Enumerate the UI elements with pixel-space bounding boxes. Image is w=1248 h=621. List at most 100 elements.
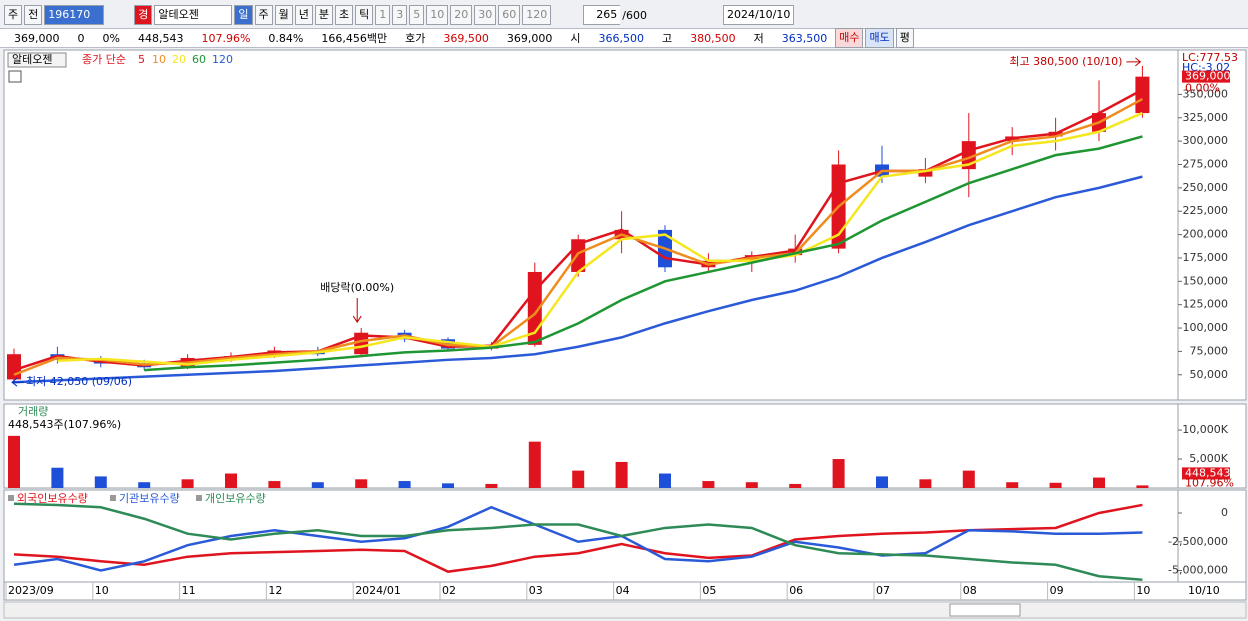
interval[interactable]: 120 <box>522 5 552 25</box>
volume-bar <box>1006 482 1019 488</box>
candle-body <box>1135 76 1150 114</box>
volume-bar <box>1093 477 1105 488</box>
trade-button[interactable]: 매수 <box>835 28 864 48</box>
legend-item: 외국인보유수량 <box>17 492 88 505</box>
y-tick-label: 350,000 <box>1183 87 1229 100</box>
trade-button[interactable]: 매도 <box>865 28 894 48</box>
interval[interactable]: 20 <box>450 5 473 25</box>
volume-bar <box>659 473 671 488</box>
period[interactable]: 일 <box>234 5 253 25</box>
quote-item: 369,500 <box>443 31 489 45</box>
y-tick-label: 225,000 <box>1183 204 1229 217</box>
period[interactable]: 틱 <box>355 5 374 25</box>
holding-line <box>13 503 1143 573</box>
market[interactable]: 주 <box>4 5 23 25</box>
quote-item: 366,500 <box>598 31 644 45</box>
legend-item: 개인보유수량 <box>205 492 266 505</box>
volume-bar <box>528 441 541 488</box>
scroll-thumb[interactable] <box>949 603 1021 617</box>
period[interactable]: 월 <box>274 5 293 25</box>
volume-bar <box>572 470 585 488</box>
volume-bar <box>311 482 324 488</box>
interval[interactable]: 5 <box>409 5 425 25</box>
volume-subtitle: 448,543주(107.96%) <box>8 418 121 431</box>
event-arrow <box>352 298 362 323</box>
x-tick-label: 08 <box>963 584 977 597</box>
period[interactable]: 주 <box>254 5 273 25</box>
quote-item: 107.96% <box>201 31 251 45</box>
volume-bar <box>962 470 975 488</box>
volume-bar <box>1136 485 1149 488</box>
x-tick-label: 10 <box>95 584 109 597</box>
volume-bar <box>268 481 281 488</box>
candle-body <box>918 169 933 177</box>
price-badge <box>1182 70 1230 83</box>
quote-item: 0.84% <box>268 31 304 45</box>
period[interactable]: 년 <box>294 5 313 25</box>
volume-bar <box>832 459 845 488</box>
date[interactable]: 2024/10/10 <box>722 5 795 25</box>
interval[interactable]: 3 <box>392 5 408 25</box>
y-tick-label: -5,000,000 <box>1168 564 1228 577</box>
quote-item: 380,500 <box>690 31 736 45</box>
y-tick-label: 125,000 <box>1183 298 1229 311</box>
interval[interactable]: 60 <box>498 5 521 25</box>
legend-item: 5 <box>138 53 145 66</box>
legend-item: 10 <box>152 53 166 66</box>
volume-bar <box>745 482 758 488</box>
x-tick-label: 06 <box>789 584 803 597</box>
x-axis <box>3 581 1247 601</box>
count[interactable]: 265 <box>583 5 621 25</box>
volume-bar <box>1049 482 1062 488</box>
x-tick-label: 03 <box>529 584 543 597</box>
interval[interactable]: 1 <box>375 5 391 25</box>
x-tick-label: 02 <box>442 584 456 597</box>
y-tick-label: 75,000 <box>1190 344 1229 357</box>
legend-item: 기관보유수량 <box>119 492 180 505</box>
code[interactable]: 196170 <box>44 5 105 25</box>
volume-bar <box>485 483 498 488</box>
axis-panel <box>1177 489 1247 583</box>
y-tick-label: 175,000 <box>1183 251 1229 264</box>
volume-bar <box>702 481 715 488</box>
high-arrow <box>1126 57 1142 67</box>
volume-bar <box>8 435 20 488</box>
x-tick-label: 05 <box>702 584 716 597</box>
prev[interactable]: 전 <box>24 5 43 25</box>
y-tick-label: 250,000 <box>1183 181 1229 194</box>
legend-ma-label: 종가 단순 <box>82 53 126 66</box>
volume-title: 거래량 <box>18 405 48 418</box>
volume-bar <box>789 483 802 488</box>
volume-bar <box>51 467 64 488</box>
volume-bar <box>876 476 888 488</box>
legend-marker <box>110 495 116 501</box>
ma-line <box>13 88 1143 372</box>
volume-bar <box>919 479 932 488</box>
scrollbar <box>3 601 1247 619</box>
quote-bar: 369,000 0 0% 448,543 107.96% 0.84% 166,456백만 호가… <box>0 28 1248 48</box>
y-tick-label: 200,000 <box>1183 228 1229 241</box>
interval[interactable]: 10 <box>426 5 449 25</box>
volume-badge <box>1182 467 1230 480</box>
event-label: 배당락(0.00%) <box>320 281 394 294</box>
ma-line <box>13 175 1143 384</box>
volume-bar <box>181 479 194 488</box>
period[interactable]: 초 <box>335 5 354 25</box>
interval[interactable]: 30 <box>474 5 497 25</box>
count-max: /600 <box>622 8 647 22</box>
y-tick-label: 275,000 <box>1183 157 1229 170</box>
name[interactable]: 알테오젠 <box>154 5 233 25</box>
high-label: 최고 380,500 (10/10) <box>1009 55 1122 68</box>
x-tick-label: 11 <box>182 584 196 597</box>
period[interactable]: 분 <box>314 5 333 25</box>
y-tick-label: 10,000K <box>1182 423 1228 436</box>
y-tick-label: 150,000 <box>1183 274 1229 287</box>
quote-item: 166,456백만 <box>321 32 388 45</box>
trade-button[interactable]: 평 <box>895 28 914 48</box>
ma-line <box>57 111 1143 366</box>
holding-line <box>13 502 1143 581</box>
legend-title: 알테오젠 <box>12 52 52 66</box>
x-tick-label: 12 <box>268 584 282 597</box>
